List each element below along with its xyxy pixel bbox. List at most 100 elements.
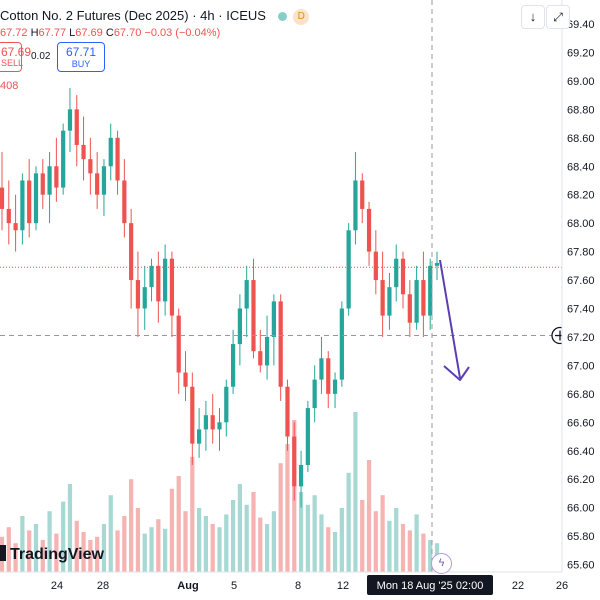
volume-bar bbox=[366, 460, 372, 572]
candle-body bbox=[33, 173, 39, 224]
volume-bar bbox=[346, 472, 351, 572]
volume-bar bbox=[6, 527, 11, 572]
volume-bar bbox=[197, 508, 202, 572]
volume-bar bbox=[108, 495, 113, 572]
volume-bar bbox=[210, 524, 215, 572]
volume-bar bbox=[407, 530, 412, 572]
volume-bar bbox=[33, 524, 39, 572]
time-tick-label: Aug bbox=[177, 580, 198, 592]
volume-bar bbox=[217, 527, 222, 572]
time-tick-label: 5 bbox=[231, 580, 237, 592]
volume-bar bbox=[244, 504, 249, 572]
candle-body bbox=[326, 358, 331, 394]
volume-bar bbox=[88, 540, 93, 572]
volume-bar bbox=[394, 508, 399, 572]
trend-arrow-head bbox=[443, 365, 470, 381]
candle-body bbox=[251, 280, 256, 352]
volume-bar bbox=[129, 479, 134, 572]
candle-body bbox=[400, 258, 406, 295]
candle-body bbox=[115, 137, 120, 181]
volume-bar bbox=[353, 412, 358, 572]
candle-body bbox=[54, 166, 59, 188]
market-open-dot-icon bbox=[277, 12, 287, 22]
candle-body bbox=[278, 301, 283, 387]
volume-bar bbox=[380, 495, 385, 572]
volume-bar bbox=[421, 533, 426, 572]
candle-body bbox=[61, 130, 66, 188]
open-value: 67.72 bbox=[0, 27, 28, 39]
candle-body bbox=[373, 251, 378, 281]
low-value: 67.69 bbox=[75, 27, 103, 39]
price-tick-label: 65.80 bbox=[567, 531, 595, 543]
crosshair-time-badge bbox=[367, 575, 493, 595]
candle-body bbox=[360, 180, 365, 209]
price-tick-label: 69.40 bbox=[567, 19, 595, 31]
candle-body bbox=[244, 280, 249, 309]
volume-bar bbox=[142, 533, 147, 572]
delayed-data-badge[interactable]: D bbox=[293, 8, 310, 25]
volume-bar bbox=[47, 511, 52, 572]
high-value: 67.77 bbox=[38, 27, 67, 39]
candle-body bbox=[264, 336, 270, 366]
trend-arrow-shaft bbox=[439, 259, 461, 379]
volume-bars bbox=[0, 412, 440, 572]
sell-price: 67.69 bbox=[1, 45, 32, 59]
candle-body bbox=[203, 415, 209, 430]
volume-bar bbox=[428, 540, 433, 572]
volume-bar bbox=[298, 492, 304, 572]
ohlc-values: 67.72 H67.77 L67.69 C67.70 −0.03 (−0.04%… bbox=[0, 27, 221, 39]
volume-bar bbox=[156, 519, 161, 572]
spread-value: 0.02 bbox=[31, 51, 51, 62]
candle-body bbox=[169, 258, 175, 316]
candlesticks bbox=[0, 88, 440, 508]
candle-body bbox=[394, 258, 399, 288]
time-tick-label: 26 bbox=[556, 580, 568, 592]
candle-body bbox=[156, 265, 161, 302]
candle-body bbox=[135, 280, 141, 309]
candle-body bbox=[380, 280, 385, 316]
lightning-icon[interactable]: ϟ bbox=[431, 553, 452, 574]
candle-body bbox=[298, 464, 304, 487]
time-axis: 24 28 Aug 5 8 12 22 26 Mon 18 Aug '25 02:00 bbox=[0, 571, 568, 600]
candle-body bbox=[67, 109, 73, 131]
volume-bar bbox=[414, 514, 419, 572]
candle-body bbox=[149, 265, 154, 288]
volume-bar bbox=[264, 524, 270, 572]
candle-body bbox=[414, 280, 419, 323]
expand-icon[interactable]: ⤢ bbox=[546, 5, 570, 29]
price-tick-label: 68.40 bbox=[567, 161, 595, 173]
volume-bar bbox=[20, 516, 25, 572]
candle-body bbox=[6, 208, 11, 224]
volume-bar bbox=[326, 527, 331, 572]
price-axis: 69.40 69.20 69.00 68.80 68.60 68.40 68.20 68.00… bbox=[561, 0, 600, 600]
volume-bar bbox=[230, 500, 236, 572]
exchange-label: ICEUS bbox=[226, 8, 266, 23]
tradingview-logo[interactable]: TradingView bbox=[0, 545, 104, 564]
price-tick-label: 66.00 bbox=[567, 503, 595, 515]
volume-bar bbox=[61, 501, 66, 572]
volume-bar bbox=[360, 500, 365, 572]
volume-bar bbox=[74, 520, 79, 572]
candle-body bbox=[421, 280, 426, 316]
volume-bar bbox=[305, 504, 310, 572]
buy-label: BUY bbox=[71, 59, 91, 69]
down-arrow-icon[interactable]: ↓ bbox=[521, 5, 545, 29]
buy-price: 67.71 bbox=[65, 45, 97, 59]
candle-body bbox=[305, 408, 310, 465]
volume-bar bbox=[101, 524, 107, 572]
sell-button[interactable]: 67.69 SELL bbox=[0, 42, 31, 72]
volume-value: 408 bbox=[0, 80, 19, 92]
price-tick-label: 65.60 bbox=[567, 560, 595, 572]
volume-bar bbox=[387, 520, 392, 572]
candle-body bbox=[190, 386, 195, 444]
candle-body bbox=[353, 180, 358, 231]
buy-button[interactable]: 67.71 BUY bbox=[57, 42, 105, 72]
candle-body bbox=[366, 208, 372, 252]
volume-bar bbox=[400, 524, 406, 572]
price-tick-label: 66.20 bbox=[567, 474, 595, 486]
price-axis-background bbox=[562, 0, 600, 600]
volume-bar bbox=[271, 511, 276, 572]
volume-bar bbox=[149, 527, 154, 572]
volume-bar bbox=[237, 484, 242, 572]
